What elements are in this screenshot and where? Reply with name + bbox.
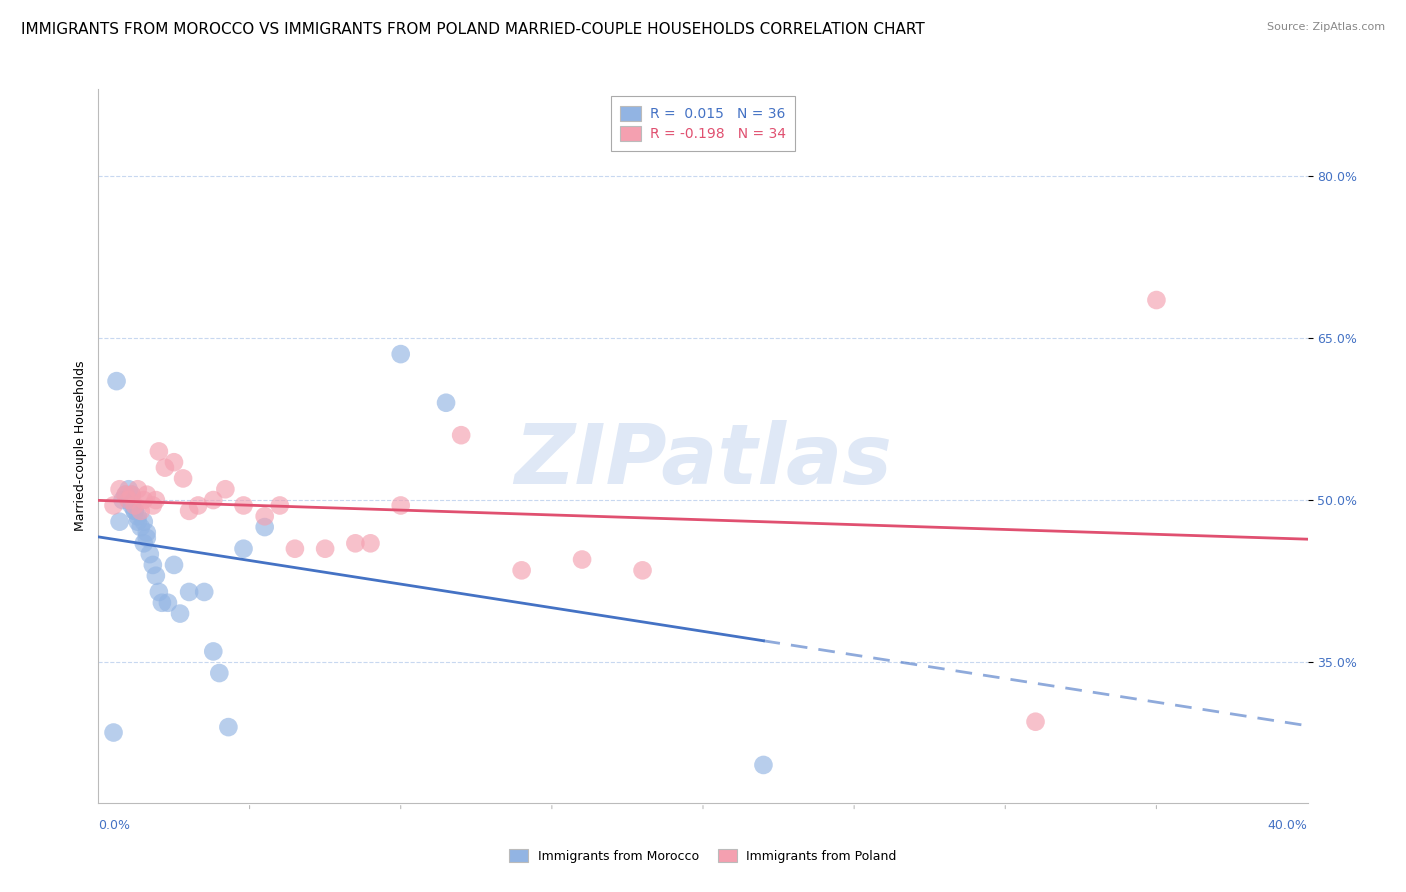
Point xyxy=(163,455,186,469)
Point xyxy=(121,488,143,502)
Point xyxy=(108,515,131,529)
Point xyxy=(127,482,149,496)
Point xyxy=(202,493,225,508)
Point xyxy=(121,488,143,502)
Point xyxy=(179,504,201,518)
Point xyxy=(389,347,412,361)
Text: 0.0%: 0.0% xyxy=(98,819,131,832)
Y-axis label: Married-couple Households: Married-couple Households xyxy=(75,360,87,532)
Point xyxy=(105,374,128,388)
Point xyxy=(232,499,254,513)
Point xyxy=(142,499,165,513)
Point xyxy=(148,585,170,599)
Legend: Immigrants from Morocco, Immigrants from Poland: Immigrants from Morocco, Immigrants from… xyxy=(505,845,901,868)
Point xyxy=(129,520,152,534)
Point xyxy=(360,536,382,550)
Point xyxy=(163,558,186,572)
Point xyxy=(187,499,209,513)
Point xyxy=(132,536,155,550)
Point xyxy=(202,644,225,658)
Point xyxy=(124,504,146,518)
Point xyxy=(121,499,143,513)
Point xyxy=(510,563,533,577)
Point xyxy=(111,493,134,508)
Point xyxy=(314,541,336,556)
Point xyxy=(450,428,472,442)
Point xyxy=(208,666,231,681)
Point xyxy=(232,541,254,556)
Point xyxy=(389,499,412,513)
Point xyxy=(135,488,157,502)
Point xyxy=(139,547,162,561)
Point xyxy=(434,396,457,410)
Point xyxy=(631,563,654,577)
Point xyxy=(752,758,775,772)
Point xyxy=(217,720,239,734)
Point xyxy=(148,444,170,458)
Point xyxy=(127,509,149,524)
Point xyxy=(214,482,236,496)
Point xyxy=(124,504,146,518)
Point xyxy=(172,471,194,485)
Point xyxy=(103,725,125,739)
Point xyxy=(145,568,167,582)
Point xyxy=(253,520,276,534)
Point xyxy=(118,493,141,508)
Point xyxy=(135,531,157,545)
Point xyxy=(571,552,593,566)
Text: ZIPatlas: ZIPatlas xyxy=(515,420,891,500)
Point xyxy=(135,525,157,540)
Text: 40.0%: 40.0% xyxy=(1268,819,1308,832)
Point xyxy=(108,482,131,496)
Point xyxy=(132,493,155,508)
Point xyxy=(118,482,141,496)
Point xyxy=(145,493,167,508)
Point xyxy=(132,515,155,529)
Point xyxy=(1024,714,1046,729)
Point xyxy=(284,541,307,556)
Point xyxy=(114,488,136,502)
Point xyxy=(344,536,367,550)
Point xyxy=(156,596,179,610)
Point xyxy=(150,596,173,610)
Point xyxy=(253,509,276,524)
Point xyxy=(193,585,215,599)
Point xyxy=(269,499,291,513)
Point xyxy=(127,515,149,529)
Text: IMMIGRANTS FROM MOROCCO VS IMMIGRANTS FROM POLAND MARRIED-COUPLE HOUSEHOLDS CORR: IMMIGRANTS FROM MOROCCO VS IMMIGRANTS FR… xyxy=(21,22,925,37)
Point xyxy=(118,493,141,508)
Point xyxy=(142,558,165,572)
Point xyxy=(114,488,136,502)
Point xyxy=(169,607,191,621)
Point xyxy=(1144,293,1167,307)
Point xyxy=(153,460,176,475)
Point xyxy=(179,585,201,599)
Text: Source: ZipAtlas.com: Source: ZipAtlas.com xyxy=(1267,22,1385,32)
Point xyxy=(124,499,146,513)
Point xyxy=(103,499,125,513)
Point xyxy=(129,504,152,518)
